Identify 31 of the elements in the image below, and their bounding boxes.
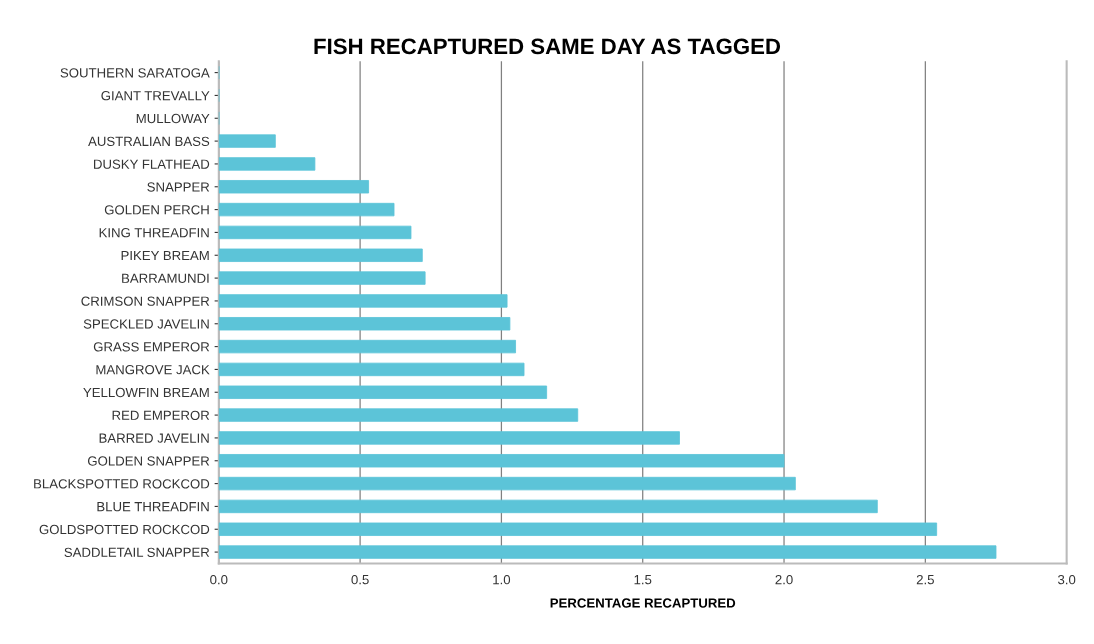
x-tick-label: 2.0 — [775, 574, 793, 585]
y-tick-label: MULLOWAY — [136, 113, 210, 124]
x-tick-label: 2.5 — [916, 574, 934, 585]
x-tick-label: 1.0 — [493, 574, 511, 585]
x-tick-label: 1.5 — [634, 575, 652, 585]
x-axis-title: PERCENTAGE RECAPTURED — [550, 598, 736, 608]
y-tick-label: DUSKY FLATHEAD — [94, 159, 210, 169]
x-tick-label: 0.5 — [351, 574, 369, 585]
y-tick-label: BARRAMUNDI — [122, 273, 209, 283]
y-tick-label: BARRED JAVELIN — [99, 433, 209, 443]
y-tick-label: BLACKSPOTTED ROCKCOD — [34, 479, 210, 489]
y-tick-label: GRASS EMPEROR — [93, 342, 210, 352]
y-tick-label: GOLDSPOTTED ROCKCOD — [39, 524, 210, 535]
x-tick-label: 3.0 — [1057, 574, 1076, 585]
y-tick-label: KING THREADFIN — [99, 227, 209, 238]
y-tick-label: SOUTHERN SARATOGA — [60, 68, 210, 78]
x-tick-label: 0.0 — [210, 574, 228, 585]
y-tick-label: GOLDEN PERCH — [104, 205, 209, 215]
y-tick-label: AUSTRALIAN BASS — [88, 136, 210, 147]
y-tick-label: SADDLETAIL SNAPPER — [64, 547, 210, 557]
y-tick-label: YELLOWFIN BREAM — [83, 387, 209, 398]
y-tick-label: BLUE THREADFIN — [97, 502, 209, 512]
y-tick-label: SNAPPER — [147, 182, 210, 192]
y-tick-label: RED EMPEROR — [112, 410, 210, 420]
y-tick-label: MANGROVE JACK — [96, 364, 210, 375]
chart-title: FISH RECAPTURED SAME DAY AS TAGGED — [314, 38, 781, 55]
y-tick-label: GIANT TREVALLY — [101, 91, 210, 101]
y-tick-label: PIKEY BREAM — [121, 250, 209, 261]
y-tick-label: CRIMSON SNAPPER — [81, 296, 210, 306]
y-tick-label: GOLDEN SNAPPER — [87, 456, 210, 466]
y-tick-label: SPECKLED JAVELIN — [83, 319, 209, 329]
